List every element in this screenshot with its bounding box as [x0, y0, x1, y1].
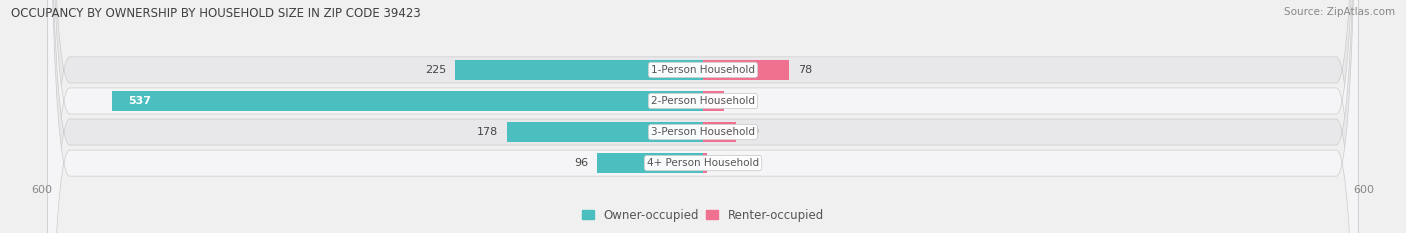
Bar — [703, 154, 707, 173]
Text: OCCUPANCY BY OWNERSHIP BY HOUSEHOLD SIZE IN ZIP CODE 39423: OCCUPANCY BY OWNERSHIP BY HOUSEHOLD SIZE… — [11, 7, 420, 20]
Bar — [703, 122, 737, 142]
Text: 30: 30 — [745, 127, 759, 137]
Bar — [703, 91, 724, 111]
FancyBboxPatch shape — [48, 0, 1358, 233]
Text: 96: 96 — [574, 158, 589, 168]
Bar — [456, 60, 703, 79]
Text: 19: 19 — [733, 96, 747, 106]
Bar — [703, 60, 789, 79]
FancyBboxPatch shape — [48, 0, 1358, 233]
FancyBboxPatch shape — [48, 0, 1358, 233]
Text: 78: 78 — [797, 65, 813, 75]
Bar — [111, 91, 703, 111]
Text: 4+ Person Household: 4+ Person Household — [647, 158, 759, 168]
Text: 537: 537 — [128, 96, 150, 106]
Text: 3-Person Household: 3-Person Household — [651, 127, 755, 137]
FancyBboxPatch shape — [48, 0, 1358, 233]
Bar — [598, 154, 703, 173]
Text: 178: 178 — [477, 127, 498, 137]
Bar — [508, 122, 703, 142]
Text: 4: 4 — [716, 158, 723, 168]
Text: 225: 225 — [425, 65, 446, 75]
Text: 2-Person Household: 2-Person Household — [651, 96, 755, 106]
Legend: Owner-occupied, Renter-occupied: Owner-occupied, Renter-occupied — [582, 209, 824, 222]
Text: 1-Person Household: 1-Person Household — [651, 65, 755, 75]
Text: Source: ZipAtlas.com: Source: ZipAtlas.com — [1284, 7, 1395, 17]
